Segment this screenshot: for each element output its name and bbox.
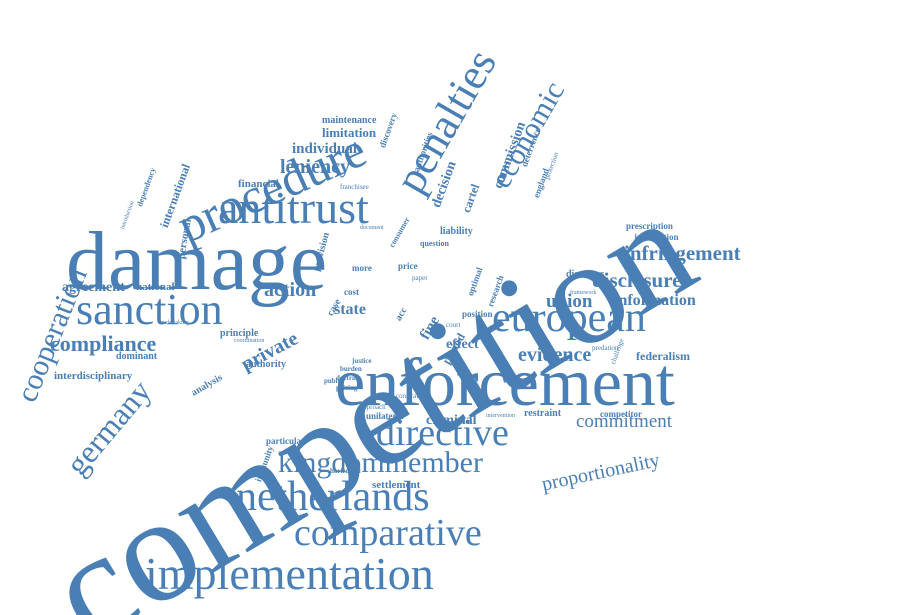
cloud-word-franchisee: franchisee (340, 183, 369, 191)
cloud-word-restraint: restraint (524, 408, 562, 419)
cloud-word-commitment: commitment (576, 411, 673, 432)
cloud-word-cartel: cartel (459, 182, 483, 215)
cloud-word-settlement: settlement (372, 479, 421, 491)
cloud-word-pricing: pricing (336, 384, 358, 392)
cloud-word-infringement: infringement (624, 241, 741, 265)
cloud-word-protection: protection (543, 150, 561, 181)
cloud-word-competitor: competitor (600, 409, 642, 419)
cloud-word-maintenance: maintenance (322, 115, 377, 126)
cloud-word-leniency: leniency (280, 156, 350, 178)
cloud-word-limitation: limitation (322, 125, 377, 140)
cloud-word-financial: financial (238, 178, 279, 190)
cloud-word-doctrine: doctrine (336, 374, 361, 382)
cloud-word-disclosure: disclosure (592, 268, 682, 292)
cloud-word-information: information (614, 292, 696, 309)
cloud-word-enforcement: enforcement (335, 344, 675, 420)
cloud-word-burden: burden (340, 365, 362, 373)
cloud-word-document: document (360, 225, 384, 231)
cloud-word-kingdommember: kingdommember (278, 446, 483, 479)
cloud-word-analysis: analysis (189, 372, 225, 399)
cloud-word-question: question (420, 239, 449, 248)
cloud-word-more: more (352, 263, 372, 273)
cloud-word-jurisdiction: jurisdiction (634, 232, 679, 242)
cloud-word-position: position (462, 309, 493, 319)
cloud-word-framework: framework (570, 290, 597, 296)
cloud-word-action: action (264, 279, 317, 301)
cloud-word-effect: effect (446, 337, 479, 352)
cloud-word-prescription: prescription (626, 221, 673, 231)
cloud-word-sanction: sanction (76, 285, 223, 334)
cloud-word-dependency: dependency (135, 166, 158, 208)
cloud-word-court: court (446, 321, 461, 329)
cloud-word-coordination: coordination (234, 338, 265, 344)
cloud-word-antitrust: antitrust (218, 182, 369, 233)
cloud-word-national: national (136, 281, 175, 293)
cloud-word-compliance: compliance (50, 331, 157, 356)
cloud-word-state: state (334, 301, 366, 318)
cloud-word-dominant: dominant (116, 351, 158, 362)
cloud-word-unilateral: unilateral (366, 411, 404, 421)
cloud-word-directive: directive (376, 412, 509, 454)
cloud-word-federalism: federalism (636, 349, 690, 363)
cloud-word-intervention: intervention (486, 413, 515, 419)
cloud-word-approach: approach (360, 403, 386, 411)
cloud-word-public: public (324, 377, 343, 385)
cloud-word-paper: paper (412, 274, 428, 282)
cloud-word-price: price (398, 261, 418, 271)
cloud-word-horizontal: horizontal (330, 467, 361, 475)
cloud-word-comparative: comparative (294, 512, 482, 554)
cloud-word-principle: principle (220, 328, 259, 339)
cloud-word-discusses: discusses (566, 269, 605, 280)
cloud-word-liability: liability (440, 226, 473, 237)
cloud-word-consumer: consumer (387, 215, 412, 249)
cloud-word-constraint: constraint (396, 392, 424, 400)
cloud-word-proportionality: proportionality (539, 449, 662, 496)
cloud-word-criminal: criminal (426, 413, 477, 428)
cloud-word-cost: cost (344, 287, 359, 297)
cloud-word-individual: individual (292, 141, 358, 157)
cloud-word-justice: justice (352, 357, 372, 365)
cloud-word-interdisciplinary: interdisciplinary (54, 370, 133, 382)
cloud-word-netherlands: netherlands (236, 474, 430, 520)
cloud-word-european: european (492, 295, 646, 341)
cloud-word-damage: damage (66, 215, 328, 308)
cloud-word-undertaking: undertaking (160, 320, 189, 326)
cloud-word-union: union (546, 291, 593, 312)
cloud-word-discovery: discovery (377, 111, 399, 150)
cloud-word-authority: authority (246, 359, 286, 370)
cloud-word-predation: predation (592, 344, 619, 352)
cloud-word-agreement: agreement (62, 280, 125, 295)
cloud-word-particular: particular (266, 436, 305, 446)
cloud-word-evidence: evidence (518, 344, 592, 366)
cloud-word-implementation: implementation (145, 548, 434, 599)
